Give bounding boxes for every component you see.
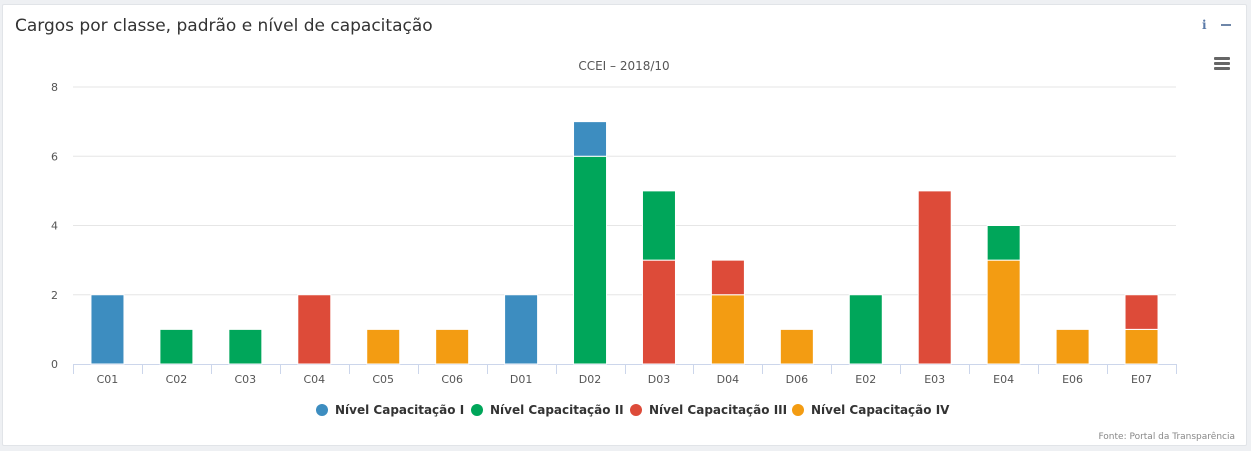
x-tick-label: D02 (579, 373, 601, 386)
legend-item-label[interactable]: Nível Capacitação IV (811, 403, 950, 417)
bar-segment[interactable] (573, 121, 608, 157)
bar-segment[interactable] (710, 259, 745, 296)
bar-segment[interactable] (573, 155, 608, 365)
bar-segment[interactable] (90, 294, 125, 365)
bar-segment[interactable] (917, 190, 952, 365)
menu-icon-line (1214, 62, 1230, 65)
bar-segment[interactable] (366, 328, 401, 365)
bar-segment[interactable] (159, 328, 194, 365)
x-tick-label: D04 (717, 373, 739, 386)
legend-item-label[interactable]: Nível Capacitação II (490, 403, 624, 417)
bar-segment[interactable] (779, 328, 814, 365)
bar-segment[interactable] (1124, 294, 1159, 330)
source-credit: Fonte: Portal da Transparência (1098, 431, 1235, 442)
x-tick-label: D03 (648, 373, 670, 386)
x-tick-label: E03 (924, 373, 945, 386)
hamburger-menu-icon[interactable] (1214, 57, 1230, 71)
bar-segment[interactable] (228, 328, 263, 365)
x-tick-label: C01 (97, 373, 119, 386)
legend-marker[interactable] (471, 404, 483, 416)
minimize-icon[interactable] (1221, 24, 1231, 26)
bar-segment[interactable] (986, 259, 1021, 365)
legend-item-label[interactable]: Nível Capacitação I (335, 403, 464, 417)
x-tick-label: C06 (441, 373, 463, 386)
x-tick-label: E04 (993, 373, 1014, 386)
bar-segment[interactable] (641, 259, 676, 365)
x-tick-label: D01 (510, 373, 532, 386)
panel-title: Cargos por classe, padrão e nível de cap… (15, 16, 433, 36)
bar-segment[interactable] (1055, 328, 1090, 365)
x-tick-label: D06 (786, 373, 808, 386)
x-tick-label: E06 (1062, 373, 1083, 386)
bar-segment[interactable] (297, 294, 332, 365)
bar-segment[interactable] (986, 225, 1021, 261)
legend-marker[interactable] (792, 404, 804, 416)
x-tick-label: C05 (372, 373, 394, 386)
y-tick-label: 2 (51, 289, 58, 302)
y-tick-label: 6 (51, 150, 58, 163)
bar-segment[interactable] (435, 328, 470, 365)
menu-icon-line (1214, 57, 1230, 60)
x-tick-label: C02 (166, 373, 188, 386)
legend-item-label[interactable]: Nível Capacitação III (649, 403, 787, 417)
legend-marker[interactable] (316, 404, 328, 416)
menu-icon-line (1214, 67, 1230, 70)
y-tick-label: 8 (51, 81, 58, 94)
x-tick-label: C03 (235, 373, 257, 386)
x-tick-label: E07 (1131, 373, 1152, 386)
y-tick-label: 4 (51, 220, 58, 233)
bar-segment[interactable] (641, 190, 676, 261)
x-tick-label: E02 (855, 373, 876, 386)
bar-segment[interactable] (710, 294, 745, 365)
x-tick-label: C04 (303, 373, 325, 386)
info-icon[interactable]: i (1202, 18, 1207, 32)
chart-title: CCEI – 2018/10 (578, 59, 669, 73)
legend-marker[interactable] (630, 404, 642, 416)
bar-segment[interactable] (1124, 328, 1159, 365)
bar-segment[interactable] (504, 294, 539, 365)
bar-segment[interactable] (848, 294, 883, 365)
y-tick-label: 0 (51, 358, 58, 371)
